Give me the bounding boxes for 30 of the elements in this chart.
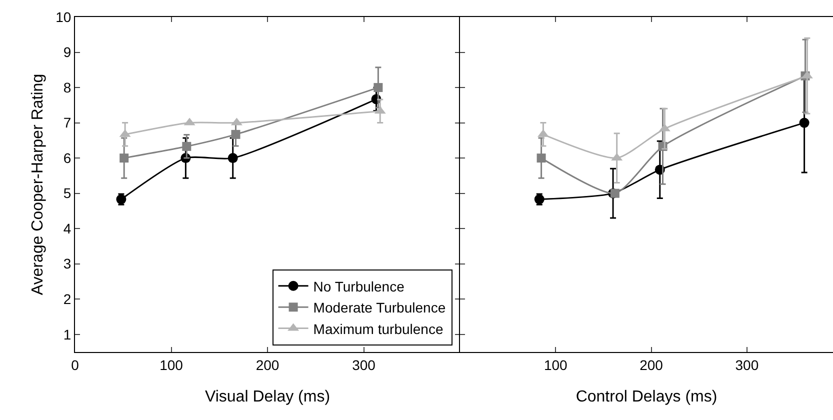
y-tick-label: 4 — [63, 220, 72, 236]
y-tick-label: 6 — [63, 150, 72, 166]
point — [120, 154, 129, 163]
x-tick-label: 300 — [735, 356, 759, 373]
y-tick-label: 10 — [56, 8, 72, 25]
y-tick-label: 5 — [63, 185, 72, 202]
x-tick-label: 0 — [71, 356, 80, 373]
point — [374, 83, 383, 92]
legend-label: No Turbulence — [313, 278, 405, 294]
point — [228, 153, 238, 164]
x-axis-title: Visual Delay (ms) — [204, 388, 330, 406]
legend-label: Maximum turbulence — [313, 320, 444, 337]
point — [799, 118, 810, 128]
legend-label: Moderate Turbulence — [313, 300, 446, 316]
point — [231, 130, 240, 139]
y-tick-label: 8 — [63, 79, 72, 96]
point — [182, 142, 192, 151]
x-tick-label: 200 — [640, 356, 664, 373]
y-tick-label: 2 — [63, 291, 72, 308]
point — [536, 154, 546, 163]
y-tick-label: 9 — [63, 44, 72, 60]
y-tick-label: 7 — [63, 114, 72, 131]
x-tick-label: 200 — [256, 356, 280, 373]
y-axis-title: Average Cooper-Harper Rating — [30, 74, 47, 296]
x-tick-label: 300 — [352, 356, 376, 373]
x-tick-label: 100 — [160, 356, 184, 373]
x-tick-label: 100 — [544, 356, 568, 373]
x-axis-title: Control Delays (ms) — [576, 388, 718, 406]
y-tick-label: 1 — [63, 326, 72, 342]
y-tick-label: 3 — [63, 256, 72, 272]
